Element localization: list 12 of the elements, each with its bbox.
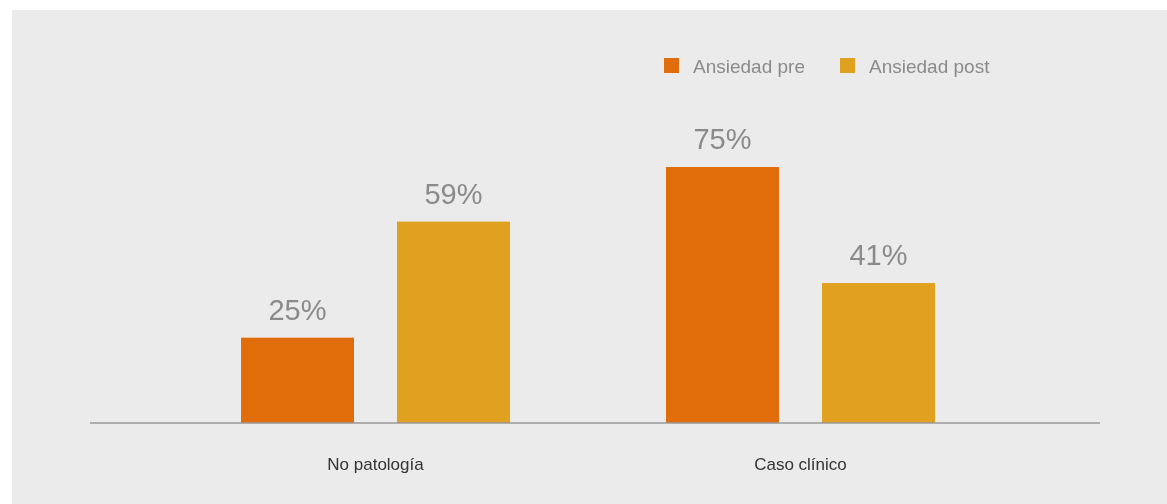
- x-tick-label: No patología: [327, 455, 425, 474]
- bar: [241, 337, 354, 423]
- data-label: 25%: [268, 293, 327, 326]
- bar: [666, 167, 779, 423]
- x-tick-label: Caso clínico: [754, 455, 847, 474]
- legend-label: Ansiedad post: [869, 56, 991, 77]
- bar: [822, 283, 935, 423]
- data-label: 59%: [424, 177, 483, 210]
- data-label: 75%: [693, 123, 752, 155]
- bar: [397, 221, 510, 423]
- legend-label: Ansiedad pre: [693, 56, 805, 77]
- data-label: 41%: [849, 239, 908, 272]
